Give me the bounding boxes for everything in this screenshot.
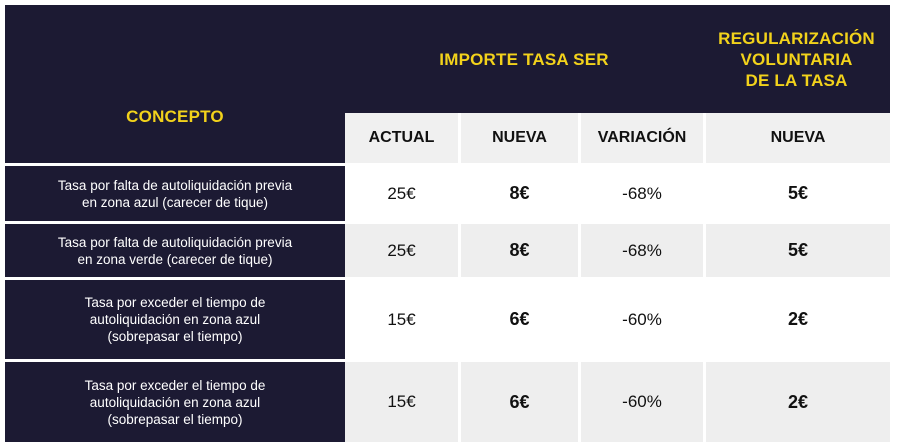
regularizacion-label-line2: VOLUNTARIA [740,49,853,69]
regularizacion-label-line3: DE LA TASA [745,70,848,90]
concepto-cell: Tasa por falta de autoliquidación previa… [5,221,345,277]
nueva-value: 8€ [458,221,578,277]
table-row: Tasa por falta de autoliquidación previa… [5,163,891,221]
table-row: Tasa por falta de autoliquidación previa… [5,221,891,277]
actual-value: 25€ [345,221,458,277]
concepto-line: Tasa por falta de autoliquidación previa [57,177,293,193]
variacion-value: -68% [578,221,704,277]
concepto-cell: Tasa por exceder el tiempo de autoliquid… [5,277,345,359]
concepto-header-label: CONCEPTO [126,107,224,126]
concepto-line: (sobrepasar el tiempo) [107,411,243,427]
tasa-ser-table: CONCEPTO IMPORTE TASA SER REGULARIZACIÓN… [5,5,891,442]
nueva-value: 6€ [458,359,578,442]
regularizacion-value: 5€ [703,221,891,277]
regularizacion-header: REGULARIZACIÓN VOLUNTARIA DE LA TASA [703,5,891,113]
importe-tasa-label: IMPORTE TASA SER [439,49,609,69]
concepto-line: autoliquidación en zona azul [89,312,261,327]
concepto-cell: Tasa por falta de autoliquidación previa… [5,163,345,221]
actual-value: 15€ [345,359,458,442]
regularizacion-value: 2€ [703,277,891,359]
concepto-cell: Tasa por exceder el tiempo de autoliquid… [5,359,345,442]
regularizacion-value: 2€ [703,359,891,442]
actual-header-label: ACTUAL [368,129,435,146]
importe-tasa-header: IMPORTE TASA SER [345,5,704,113]
variacion-header-label: VARIACIÓN [597,129,687,146]
concepto-line: Tasa por falta de autoliquidación previa [57,234,293,250]
nueva-value: 6€ [458,277,578,359]
concepto-header: CONCEPTO [5,5,345,163]
concepto-line: en zona azul (carecer de tique) [81,194,269,210]
concepto-line: autoliquidación en zona azul [89,394,261,410]
variacion-header: VARIACIÓN [578,113,704,163]
concepto-line: (sobrepasar el tiempo) [107,329,243,344]
nueva-header: NUEVA [458,113,578,163]
variacion-value: -60% [578,277,704,359]
nueva-regularizacion-header-label: NUEVA [770,129,826,146]
nueva-value: 8€ [458,163,578,221]
regularizacion-label-line1: REGULARIZACIÓN [718,28,875,48]
concepto-line: Tasa por exceder el tiempo de [84,295,266,310]
nueva-regularizacion-header: NUEVA [703,113,891,163]
header-row: CONCEPTO IMPORTE TASA SER REGULARIZACIÓN… [5,5,891,163]
concepto-line: Tasa por exceder el tiempo de [84,377,266,393]
nueva-header-label: NUEVA [492,129,547,146]
actual-value: 25€ [345,163,458,221]
table-row: Tasa por exceder el tiempo de autoliquid… [5,359,891,442]
variacion-value: -68% [578,163,704,221]
table-row: Tasa por exceder el tiempo de autoliquid… [5,277,891,359]
regularizacion-value: 5€ [703,163,891,221]
subheader-row: ACTUAL NUEVA VARIACIÓN NUEVA [5,113,891,163]
concepto-line: en zona verde (carecer de tique) [77,251,273,267]
actual-header: ACTUAL [345,113,458,163]
actual-value: 15€ [345,277,458,359]
variacion-value: -60% [578,359,704,442]
